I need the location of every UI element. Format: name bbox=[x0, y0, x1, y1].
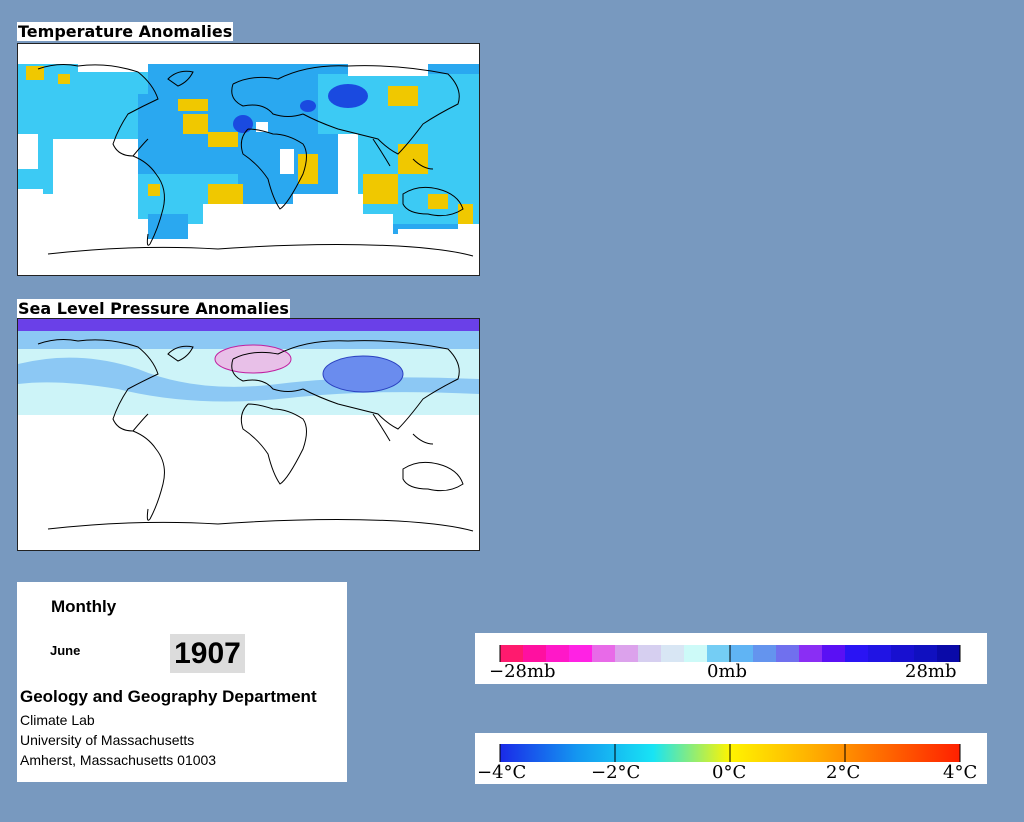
address: Amherst, Massachusetts 01003 bbox=[20, 752, 217, 768]
pressure-legend-swatch bbox=[891, 645, 915, 662]
year-label: 1907 bbox=[170, 634, 245, 673]
pressure-legend-swatch bbox=[500, 645, 524, 662]
temperature-no-data bbox=[18, 44, 479, 275]
temperature-warm-patches bbox=[26, 66, 473, 224]
pressure-legend-swatch bbox=[822, 645, 846, 662]
temperature-anomaly-map bbox=[17, 43, 480, 276]
pressure-legend-swatch bbox=[914, 645, 938, 662]
pressure-legend-swatch bbox=[845, 645, 869, 662]
pressure-field bbox=[18, 319, 479, 550]
temperature-legend-minus2: −2°C bbox=[591, 762, 640, 783]
pressure-legend-swatch bbox=[868, 645, 892, 662]
pressure-legend-swatch bbox=[707, 645, 731, 662]
temperature-legend: −4°C −2°C 0°C 2°C 4°C bbox=[475, 733, 987, 784]
temperature-legend-plus4: 4°C bbox=[943, 762, 977, 783]
pressure-legend-swatch bbox=[937, 645, 961, 662]
pressure-legend-swatch bbox=[661, 645, 685, 662]
pressure-legend-swatch bbox=[615, 645, 639, 662]
pressure-legend-swatches bbox=[499, 645, 961, 662]
department-name: Geology and Geography Department bbox=[20, 687, 317, 706]
pressure-map-title: Sea Level Pressure Anomalies bbox=[17, 299, 290, 318]
pressure-legend-swatch bbox=[684, 645, 708, 662]
temperature-legend-zero: 0°C bbox=[712, 762, 746, 783]
pressure-legend-swatch bbox=[730, 645, 754, 662]
pressure-legend-swatch bbox=[523, 645, 547, 662]
temperature-legend-plus2: 2°C bbox=[826, 762, 860, 783]
pressure-legend-swatch bbox=[799, 645, 823, 662]
pressure-legend-min: −28mb bbox=[489, 661, 556, 682]
temperature-map-title: Temperature Anomalies bbox=[17, 22, 234, 41]
temperature-coastlines bbox=[37, 64, 474, 257]
month-label: June bbox=[50, 643, 81, 658]
frequency-label: Monthly bbox=[51, 597, 117, 616]
pressure-legend-swatch bbox=[753, 645, 777, 662]
pressure-anomaly-map bbox=[17, 318, 480, 551]
university-name: University of Massachusetts bbox=[20, 732, 195, 748]
temperature-legend-minus4: −4°C bbox=[477, 762, 526, 783]
pressure-coastlines bbox=[37, 339, 474, 532]
pressure-legend-swatch bbox=[638, 645, 662, 662]
temperature-legend-ticks bbox=[499, 744, 961, 762]
pressure-legend-max: 28mb bbox=[905, 661, 957, 682]
pressure-legend-swatch bbox=[569, 645, 593, 662]
pressure-legend: −28mb 0mb 28mb bbox=[475, 633, 987, 684]
pressure-legend-swatch bbox=[592, 645, 616, 662]
pressure-legend-swatch bbox=[546, 645, 570, 662]
lab-name: Climate Lab bbox=[20, 712, 95, 728]
pressure-legend-swatch bbox=[776, 645, 800, 662]
pressure-legend-zero: 0mb bbox=[707, 661, 747, 682]
info-panel: Monthly June 1907 Geology and Geography … bbox=[17, 582, 347, 782]
